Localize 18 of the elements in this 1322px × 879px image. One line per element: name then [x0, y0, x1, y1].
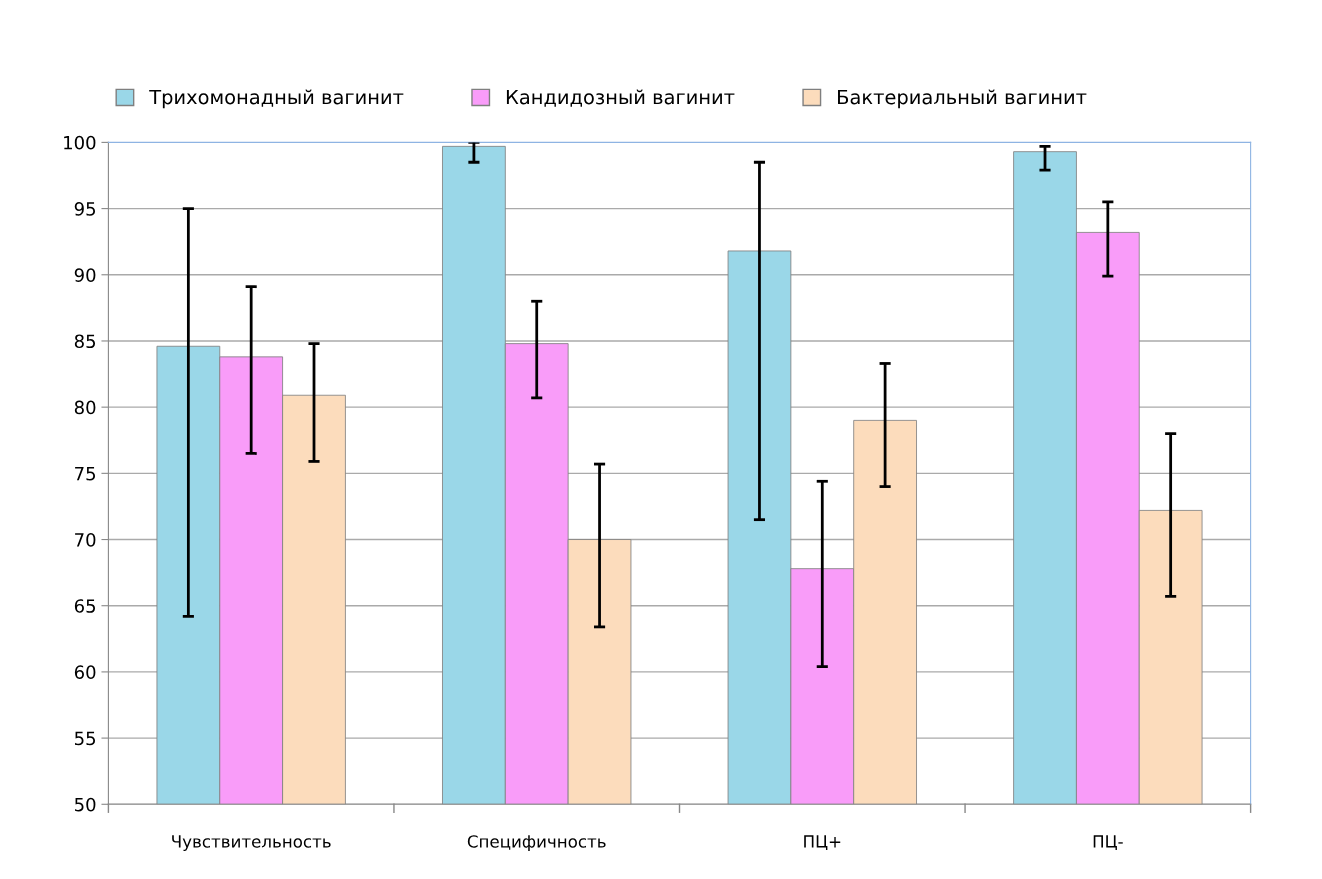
y-tick-label: 60 — [74, 665, 96, 680]
y-tick-label: 85 — [74, 334, 96, 349]
legend-label: Кандидозный вагинит — [506, 89, 735, 107]
y-tick-label: 95 — [74, 202, 96, 216]
legend-label: Бактериальный вагинит — [838, 89, 1087, 109]
y-tick-label: 90 — [74, 268, 96, 282]
y-tick-label: 70 — [75, 532, 96, 547]
x-tick-label: Специфичность — [467, 835, 606, 851]
legend-label: Трихомонадный вагинит — [149, 89, 404, 109]
y-tick-label: 75 — [75, 467, 96, 481]
y-tick-label: 80 — [74, 400, 96, 415]
y-tick-label: 100 — [64, 135, 96, 150]
y-tick-label: 55 — [75, 731, 96, 746]
x-tick-label: ПЦ+ — [804, 835, 841, 851]
y-tick-label: 65 — [74, 599, 96, 613]
y-tick-label: 50 — [75, 797, 96, 812]
x-tick-label: ПЦ- — [1093, 835, 1123, 851]
x-tick-label: Чувствительность — [172, 835, 331, 851]
